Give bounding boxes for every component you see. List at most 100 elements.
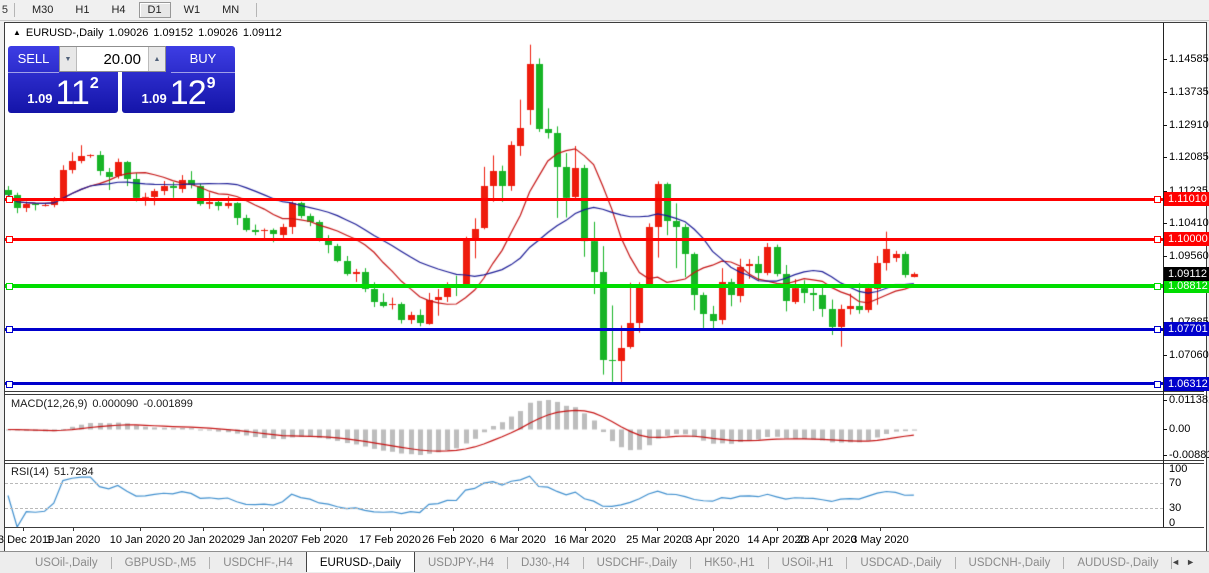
time-axis-label: 23 Dec 2019 [0, 534, 55, 546]
macd-axis-label: -0.00881 [1169, 449, 1209, 461]
volume-input[interactable] [77, 47, 148, 71]
time-axis-tick [657, 528, 658, 531]
line-handle[interactable] [6, 196, 13, 203]
time-axis-tick [713, 528, 714, 531]
tab-audusd-daily[interactable]: AUDUSD-,Daily [1077, 556, 1159, 569]
ohlc-open: 1.09026 [108, 27, 149, 39]
price-label-1.10000: 1.10000 [1164, 232, 1209, 246]
timeframe-button-h4[interactable]: H4 [102, 2, 134, 18]
tab-hk50-h1[interactable]: HK50-,H1 [704, 556, 755, 569]
price-axis-tick [1163, 191, 1167, 192]
price-axis-tick [1163, 223, 1167, 224]
price-axis-tick-label: 1.14585 [1169, 53, 1209, 65]
ohlc-close: 1.09112 [242, 27, 282, 39]
timeframe-button-m30[interactable]: M30 [23, 2, 62, 18]
sell-price-big: 11 [55, 73, 90, 112]
time-axis-tick [140, 528, 141, 531]
horizontal-line-1.08812[interactable] [5, 284, 1163, 288]
macd-indicator-label: MACD(12,26,9) 0.000090 -0.001899 [11, 398, 193, 410]
tab-usoil-daily[interactable]: USOil-,Daily [35, 556, 98, 569]
timeframe-button-m5-partial[interactable]: 5 [1, 4, 8, 16]
tabs-scroll-left-icon[interactable]: ◄ [1171, 557, 1187, 567]
line-handle[interactable] [1154, 236, 1161, 243]
ohlc-high: 1.09152 [153, 27, 194, 39]
price-axis-divider [1163, 23, 1164, 527]
tab-usdchf-h4[interactable]: USDCHF-,H4 [223, 556, 293, 569]
price-axis-tick-label: 1.07060 [1169, 349, 1209, 361]
buy-price-prefix: 1.09 [141, 90, 167, 106]
macd-name: MACD(12,26,9) [11, 398, 88, 410]
price-axis-tick [1163, 355, 1167, 356]
rsi-axis-label: 100 [1169, 463, 1188, 475]
tabs-scroll-right-icon[interactable]: ► [1186, 557, 1201, 567]
sell-price-pip: 2 [89, 75, 99, 92]
rsi-canvas[interactable] [5, 464, 1163, 527]
current-price-label: 1.09112 [1164, 267, 1209, 281]
tab-dj30-h4[interactable]: DJ30-,H4 [521, 556, 570, 569]
line-handle[interactable] [1154, 381, 1161, 388]
tab-usoil-h1[interactable]: USOil-,H1 [781, 556, 834, 569]
line-handle[interactable] [1154, 326, 1161, 333]
panel-separator[interactable] [5, 463, 1204, 464]
line-handle[interactable] [6, 283, 13, 290]
panel-separator[interactable] [5, 394, 1204, 395]
tab-gbpusd-m5[interactable]: GBPUSD-,M5 [124, 556, 197, 569]
line-handle[interactable] [6, 236, 13, 243]
tab-usdcnh-daily[interactable]: USDCNH-,Daily [968, 556, 1051, 569]
macd-axis-tick [1163, 455, 1167, 456]
horizontal-line-1.07701[interactable] [5, 328, 1163, 331]
time-axis-tick [73, 528, 74, 531]
tab-eurusd-daily[interactable]: EURUSD-,Daily [305, 552, 415, 572]
timeframe-button-d1[interactable]: D1 [138, 2, 171, 18]
horizontal-line-1.06312[interactable] [5, 382, 1163, 385]
panel-separator [5, 527, 1204, 528]
volume-decrease-button[interactable]: ▼ [60, 47, 77, 71]
timeframe-button-h1[interactable]: H1 [66, 2, 98, 18]
time-axis-label: 6 Mar 2020 [490, 534, 546, 546]
line-handle[interactable] [1154, 196, 1161, 203]
line-handle[interactable] [6, 326, 13, 333]
tab-usdcad-daily[interactable]: USDCAD-,Daily [860, 556, 942, 569]
volume-spinner: ▼ ▲ [59, 46, 166, 72]
price-axis-tick [1163, 59, 1167, 60]
horizontal-line-1.11010[interactable] [5, 198, 1163, 201]
horizontal-line-1.10000[interactable] [5, 238, 1163, 241]
macd-axis-label: 0.00 [1169, 423, 1191, 435]
time-axis-tick [777, 528, 778, 531]
panel-separator[interactable] [5, 391, 1204, 392]
rsi-name: RSI(14) [11, 466, 49, 478]
time-axis-label: 26 Feb 2020 [422, 534, 484, 546]
line-handle[interactable] [6, 381, 13, 388]
line-handle[interactable] [1154, 283, 1161, 290]
time-axis-label: 14 Apr 2020 [747, 534, 807, 546]
macd-main-value: 0.000090 [92, 398, 139, 410]
buy-label: BUY [171, 46, 235, 73]
price-axis-tick [1163, 256, 1167, 257]
trade-panel-toggle-icon[interactable]: ▲ [13, 28, 21, 37]
price-label-1.07701: 1.07701 [1164, 322, 1209, 336]
chart-symbol-label: EURUSD-,Daily [25, 27, 104, 39]
volume-increase-button[interactable]: ▲ [148, 47, 165, 71]
timeframe-button-w1[interactable]: W1 [175, 2, 210, 18]
timeframe-button-mn[interactable]: MN [213, 2, 248, 18]
tab-usdjpy-h4[interactable]: USDJPY-,H4 [428, 556, 495, 569]
price-axis-tick-label: 1.12910 [1169, 119, 1209, 131]
price-label-1.08812: 1.08812 [1164, 279, 1209, 293]
time-axis-label: 25 Mar 2020 [626, 534, 688, 546]
chart-window: ▲ EURUSD-,Daily 1.09026 1.09152 1.09026 … [0, 22, 1209, 553]
timeframe-toolbar: 5 M30 H1 H4 D1 W1 MN [0, 0, 1209, 21]
sell-price-prefix: 1.09 [27, 90, 53, 106]
time-axis-label: 20 Jan 2020 [172, 534, 234, 546]
tab-usdchf-daily[interactable]: USDCHF-,Daily [596, 556, 678, 569]
time-axis-tick [518, 528, 519, 531]
price-axis-tick [1163, 125, 1167, 126]
time-axis-tick [585, 528, 586, 531]
toolbar-separator [256, 3, 258, 17]
buy-price-pip: 9 [206, 75, 216, 92]
macd-canvas[interactable] [5, 396, 1163, 459]
rsi-axis-label: 70 [1169, 477, 1182, 489]
panel-separator[interactable] [5, 460, 1204, 461]
time-axis-label: 1 Jan 2020 [45, 534, 101, 546]
